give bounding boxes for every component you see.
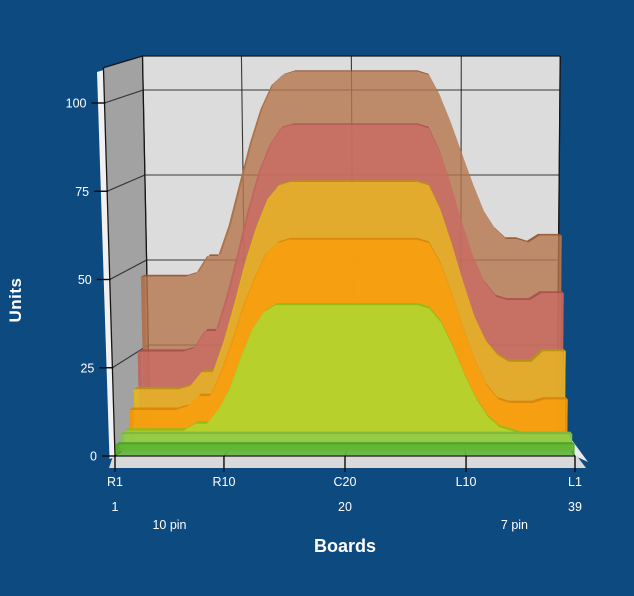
series-green-flat-face: [115, 444, 575, 456]
y-tick-label: 100: [66, 97, 87, 111]
series-light-green-flat-face: [120, 431, 573, 435]
y-tick-label: 0: [90, 450, 97, 464]
series-lime-face: [125, 305, 570, 449]
left-wall-gridline: [112, 344, 149, 369]
y-tick-label: 75: [75, 185, 89, 199]
x-subtick-label: 20: [338, 500, 352, 514]
left-wall-gridline: [104, 89, 144, 104]
x-subtick-label: 39: [568, 500, 582, 514]
series-green-flat: [115, 442, 575, 456]
x-subtick-label: 1: [112, 500, 119, 514]
x-tick-label: C20: [334, 475, 357, 489]
box-edge: [102, 67, 116, 457]
x-tick-label: L10: [456, 475, 477, 489]
series-green-flat-face: [115, 442, 575, 445]
y-tick-label: 25: [80, 361, 94, 375]
y-tick-label: 50: [78, 273, 92, 287]
x-tick-label: R10: [212, 475, 235, 489]
x-tick-label: R1: [107, 475, 123, 489]
left-wall-gridline: [109, 259, 147, 280]
x-tick-label: L1: [568, 475, 582, 489]
box-edge: [103, 55, 143, 69]
box-left-outer-face: [97, 70, 115, 459]
x-group-label: 7 pin: [501, 518, 528, 532]
left-wall-gridline: [106, 174, 146, 192]
x-axis-title: Boards: [313, 536, 376, 556]
x-group-label: 10 pin: [152, 518, 186, 532]
box-front-outer-face: [109, 456, 586, 468]
